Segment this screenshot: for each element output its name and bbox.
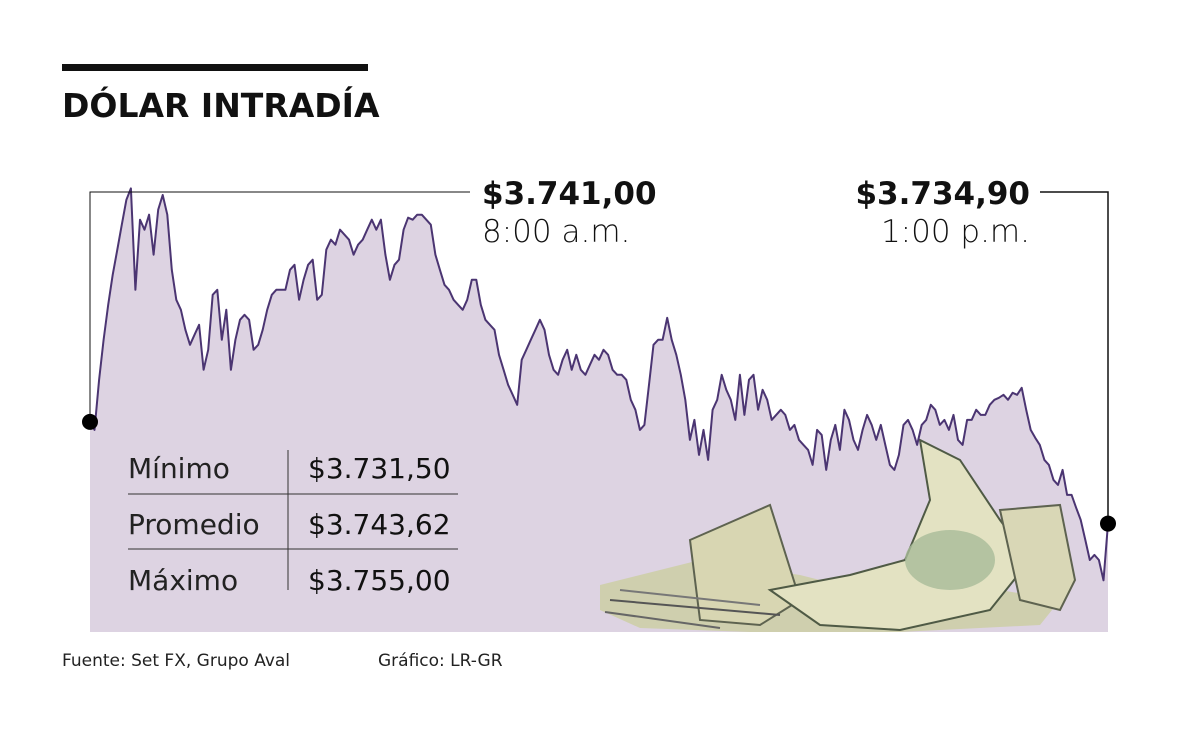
marker-open xyxy=(82,413,98,430)
callout-leader-close xyxy=(1040,191,1109,524)
marker-close xyxy=(1100,515,1116,532)
title-rule xyxy=(62,64,368,71)
callout-open: $3.741,00 8:00 a.m. xyxy=(482,175,657,251)
credit-note: Gráfico: LR-GR xyxy=(378,651,503,671)
callout-close: $3.734,90 1:00 p.m. xyxy=(855,175,1030,251)
open-time: 8:00 a.m. xyxy=(482,214,631,250)
price-line xyxy=(89,187,1109,582)
open-value: $3.741,00 xyxy=(482,176,657,212)
stats-row-min: Mínimo $3.731,50 xyxy=(128,440,458,496)
callout-leader-open xyxy=(89,191,470,422)
close-value: $3.734,90 xyxy=(855,176,1030,212)
stats-row-max: Máximo $3.755,00 xyxy=(128,552,458,608)
stats-table: Mínimo $3.731,50 Promedio $3.743,62 Máxi… xyxy=(128,440,458,608)
stat-label: Máximo xyxy=(128,563,239,597)
chart-area-fill xyxy=(90,188,1108,632)
stat-value: $3.731,50 xyxy=(308,451,451,485)
close-time: 1:00 p.m. xyxy=(880,214,1030,250)
source-note: Fuente: Set FX, Grupo Aval xyxy=(62,651,291,671)
dollar-bills-illustration xyxy=(600,438,1077,632)
stat-label: Mínimo xyxy=(128,451,230,485)
stats-row-avg: Promedio $3.743,62 xyxy=(128,496,458,552)
chart-title: DÓLAR INTRADÍA xyxy=(62,86,380,125)
stat-value: $3.743,62 xyxy=(308,507,451,541)
stat-value: $3.755,00 xyxy=(308,563,451,597)
stat-label: Promedio xyxy=(128,507,260,541)
